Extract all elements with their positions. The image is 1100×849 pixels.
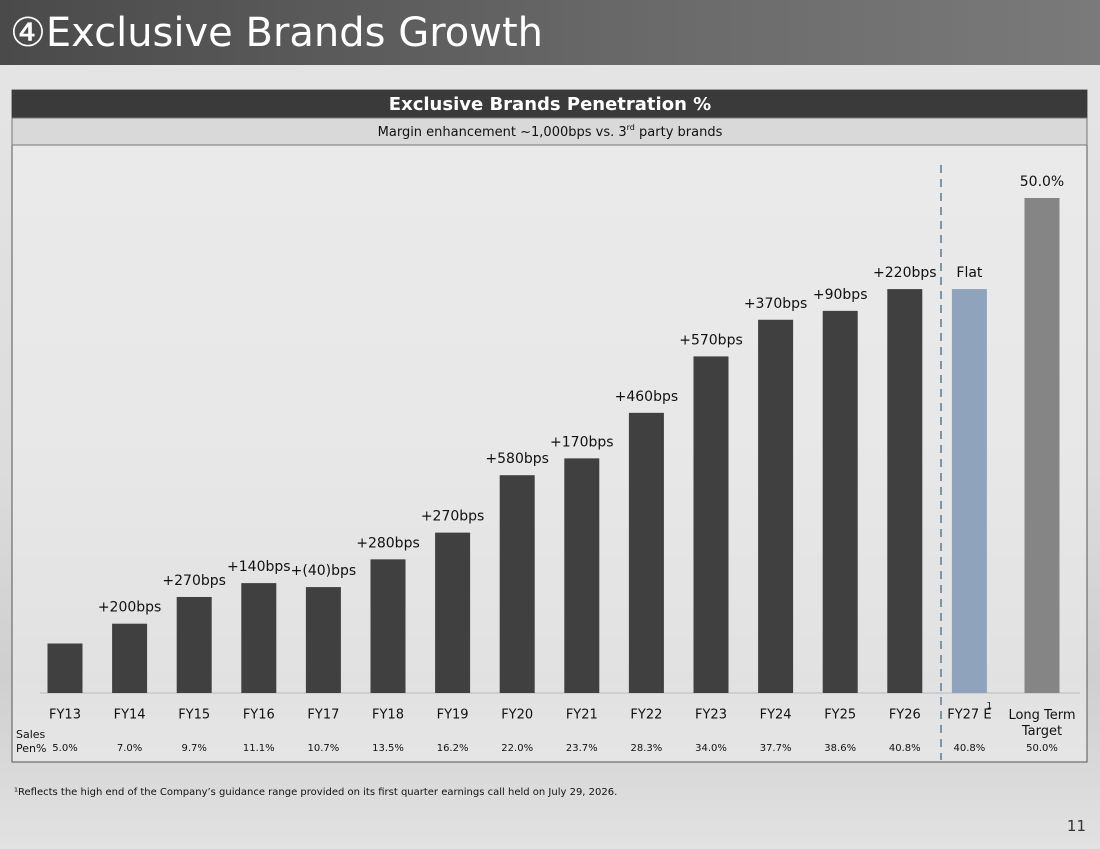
value-label: 38.6%	[824, 743, 856, 754]
bar-annotation: +220bps	[873, 265, 937, 281]
slide-title: ④Exclusive Brands Growth	[10, 10, 543, 56]
value-label: 40.8%	[954, 743, 986, 754]
x-tick-label: FY18	[372, 708, 404, 723]
x-tick-label: Long Term Target	[1008, 708, 1075, 739]
x-tick-label: FY26	[889, 708, 921, 723]
x-tick-label: FY20	[501, 708, 533, 723]
bar-annotation: +140bps	[227, 559, 291, 575]
x-tick-label: FY21	[566, 708, 598, 723]
bar-annotation: +570bps	[679, 332, 743, 348]
value-label: 5.0%	[52, 743, 77, 754]
bar	[887, 289, 923, 693]
x-tick-label: FY13	[49, 708, 81, 723]
bar	[241, 583, 277, 693]
subtitle-text: Margin enhancement ~1,000bps vs. 3	[378, 125, 627, 140]
x-tick-label: FY27 E	[947, 708, 991, 723]
bar-annotation: +270bps	[421, 509, 485, 525]
title-bar: ④Exclusive Brands Growth	[0, 0, 1100, 65]
value-row-title: Sales Pen%	[16, 728, 46, 755]
bar-annotation: 50.0%	[1020, 174, 1064, 190]
x-tick-label: FY15	[178, 708, 210, 723]
bar	[499, 475, 535, 693]
subtitle-superscript: rd	[627, 123, 635, 132]
header-bar	[12, 90, 1087, 118]
bar-annotation: +370bps	[744, 296, 808, 312]
footnote: ¹Reflects the high end of the Company’s …	[14, 787, 617, 798]
x-tick-label: FY16	[243, 708, 275, 723]
value-label: 34.0%	[695, 743, 727, 754]
x-tick-label: FY22	[630, 708, 662, 723]
x-tick-label: FY23	[695, 708, 727, 723]
bar-annotation: +170bps	[550, 434, 614, 450]
bar-annotation: Flat	[956, 265, 983, 281]
bar	[370, 559, 406, 693]
x-tick-label: FY14	[114, 708, 146, 723]
value-label: 23.7%	[566, 743, 598, 754]
bar	[435, 532, 471, 693]
x-tick-label-line: Long Term	[1008, 708, 1075, 723]
value-label: 50.0%	[1026, 743, 1058, 754]
bar	[112, 623, 148, 693]
bar	[564, 458, 600, 693]
value-label: 40.8%	[889, 743, 921, 754]
value-label: 10.7%	[308, 743, 340, 754]
value-row-title-line: Pen%	[16, 742, 46, 755]
value-label: 7.0%	[117, 743, 142, 754]
value-label: 11.1%	[243, 743, 275, 754]
bar	[822, 310, 858, 693]
chart-subtitle: Margin enhancement ~1,000bps vs. 3rd par…	[378, 123, 723, 140]
bar-annotation: +270bps	[162, 573, 226, 589]
value-label: 37.7%	[760, 743, 792, 754]
x-tick-label: FY25	[824, 708, 856, 723]
subheader-bar	[11, 117, 1088, 146]
bar	[693, 356, 729, 693]
bar	[628, 412, 664, 693]
page-number: 11	[1066, 817, 1086, 835]
chart-panel	[11, 89, 1088, 763]
bar	[176, 596, 212, 693]
bar	[305, 587, 341, 693]
value-label: 16.2%	[437, 743, 469, 754]
x-tick-label-line: Target	[1021, 724, 1062, 739]
bar-annotation: +(40)bps	[291, 563, 357, 579]
bar-annotation: +580bps	[485, 451, 549, 467]
bar	[758, 319, 794, 693]
subtitle-tail: party brands	[639, 125, 723, 140]
bar	[47, 643, 83, 693]
bar	[951, 289, 987, 693]
x-tick-label: FY17	[307, 708, 339, 723]
value-row-title-line: Sales	[16, 728, 46, 741]
value-label: 9.7%	[181, 743, 206, 754]
value-label: 28.3%	[631, 743, 663, 754]
x-tick-label: FY24	[760, 708, 792, 723]
value-label: 22.0%	[501, 743, 533, 754]
bar-annotation: +200bps	[98, 600, 162, 616]
chart-title: Exclusive Brands Penetration %	[389, 94, 711, 115]
bar	[1024, 198, 1060, 693]
x-tick-label: FY19	[437, 708, 469, 723]
bar-annotation: +460bps	[615, 389, 679, 405]
value-label: 13.5%	[372, 743, 404, 754]
bar-annotation: +90bps	[813, 287, 868, 303]
footnote-marker: 1	[987, 702, 993, 712]
bar-annotation: +280bps	[356, 535, 420, 551]
